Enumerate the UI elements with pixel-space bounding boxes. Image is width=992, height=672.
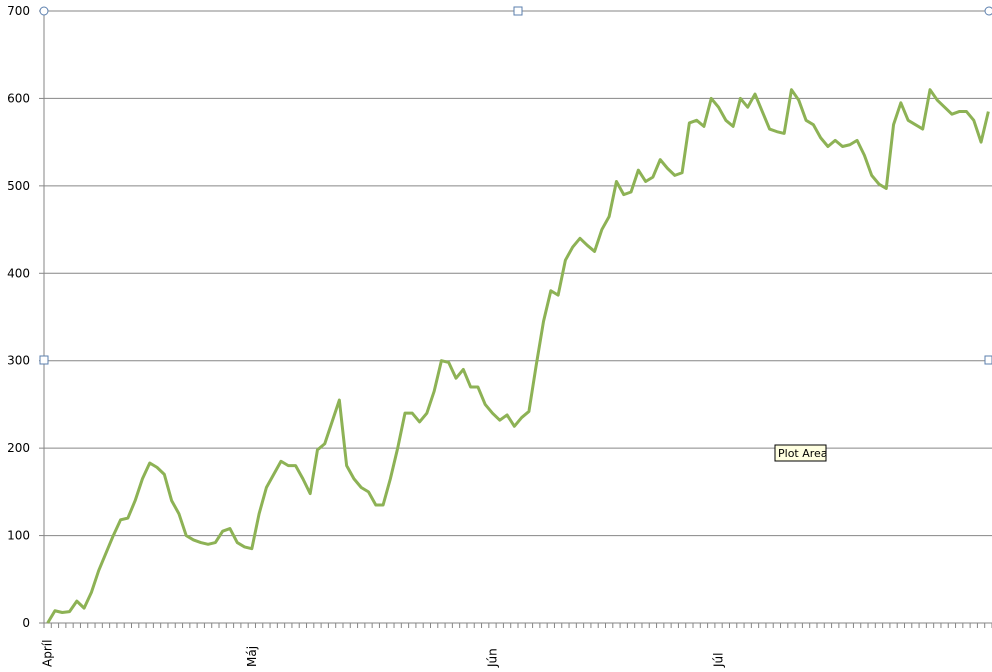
y-tick-label: 600 <box>7 91 30 105</box>
handle <box>984 6 992 16</box>
tooltip: Plot Area <box>778 447 828 460</box>
plot: 0 100 200 300 400 500 600 700 Apríl Máj Jún Júl <box>7 4 992 668</box>
y-tick-label: 300 <box>7 354 30 368</box>
x-tick-label: Jún <box>485 648 499 668</box>
x-tick-label: Apríl <box>41 640 55 667</box>
tooltip-box <box>774 444 827 462</box>
y-tick-label: 700 <box>7 4 30 18</box>
y-tick-label: 400 <box>7 266 30 280</box>
handle <box>513 6 523 16</box>
y-tick-label: 0 <box>22 616 30 630</box>
handle <box>984 355 992 365</box>
x-tick-label: Júl <box>712 653 726 668</box>
y-tick-label: 500 <box>7 179 30 193</box>
y-tick-label: 200 <box>7 441 30 455</box>
y-tick-label: 100 <box>7 529 30 543</box>
selection-handles <box>39 6 992 365</box>
x-tick-label: Máj <box>245 646 259 667</box>
handle <box>39 6 49 16</box>
handle <box>39 355 49 365</box>
data-line <box>46 88 990 624</box>
